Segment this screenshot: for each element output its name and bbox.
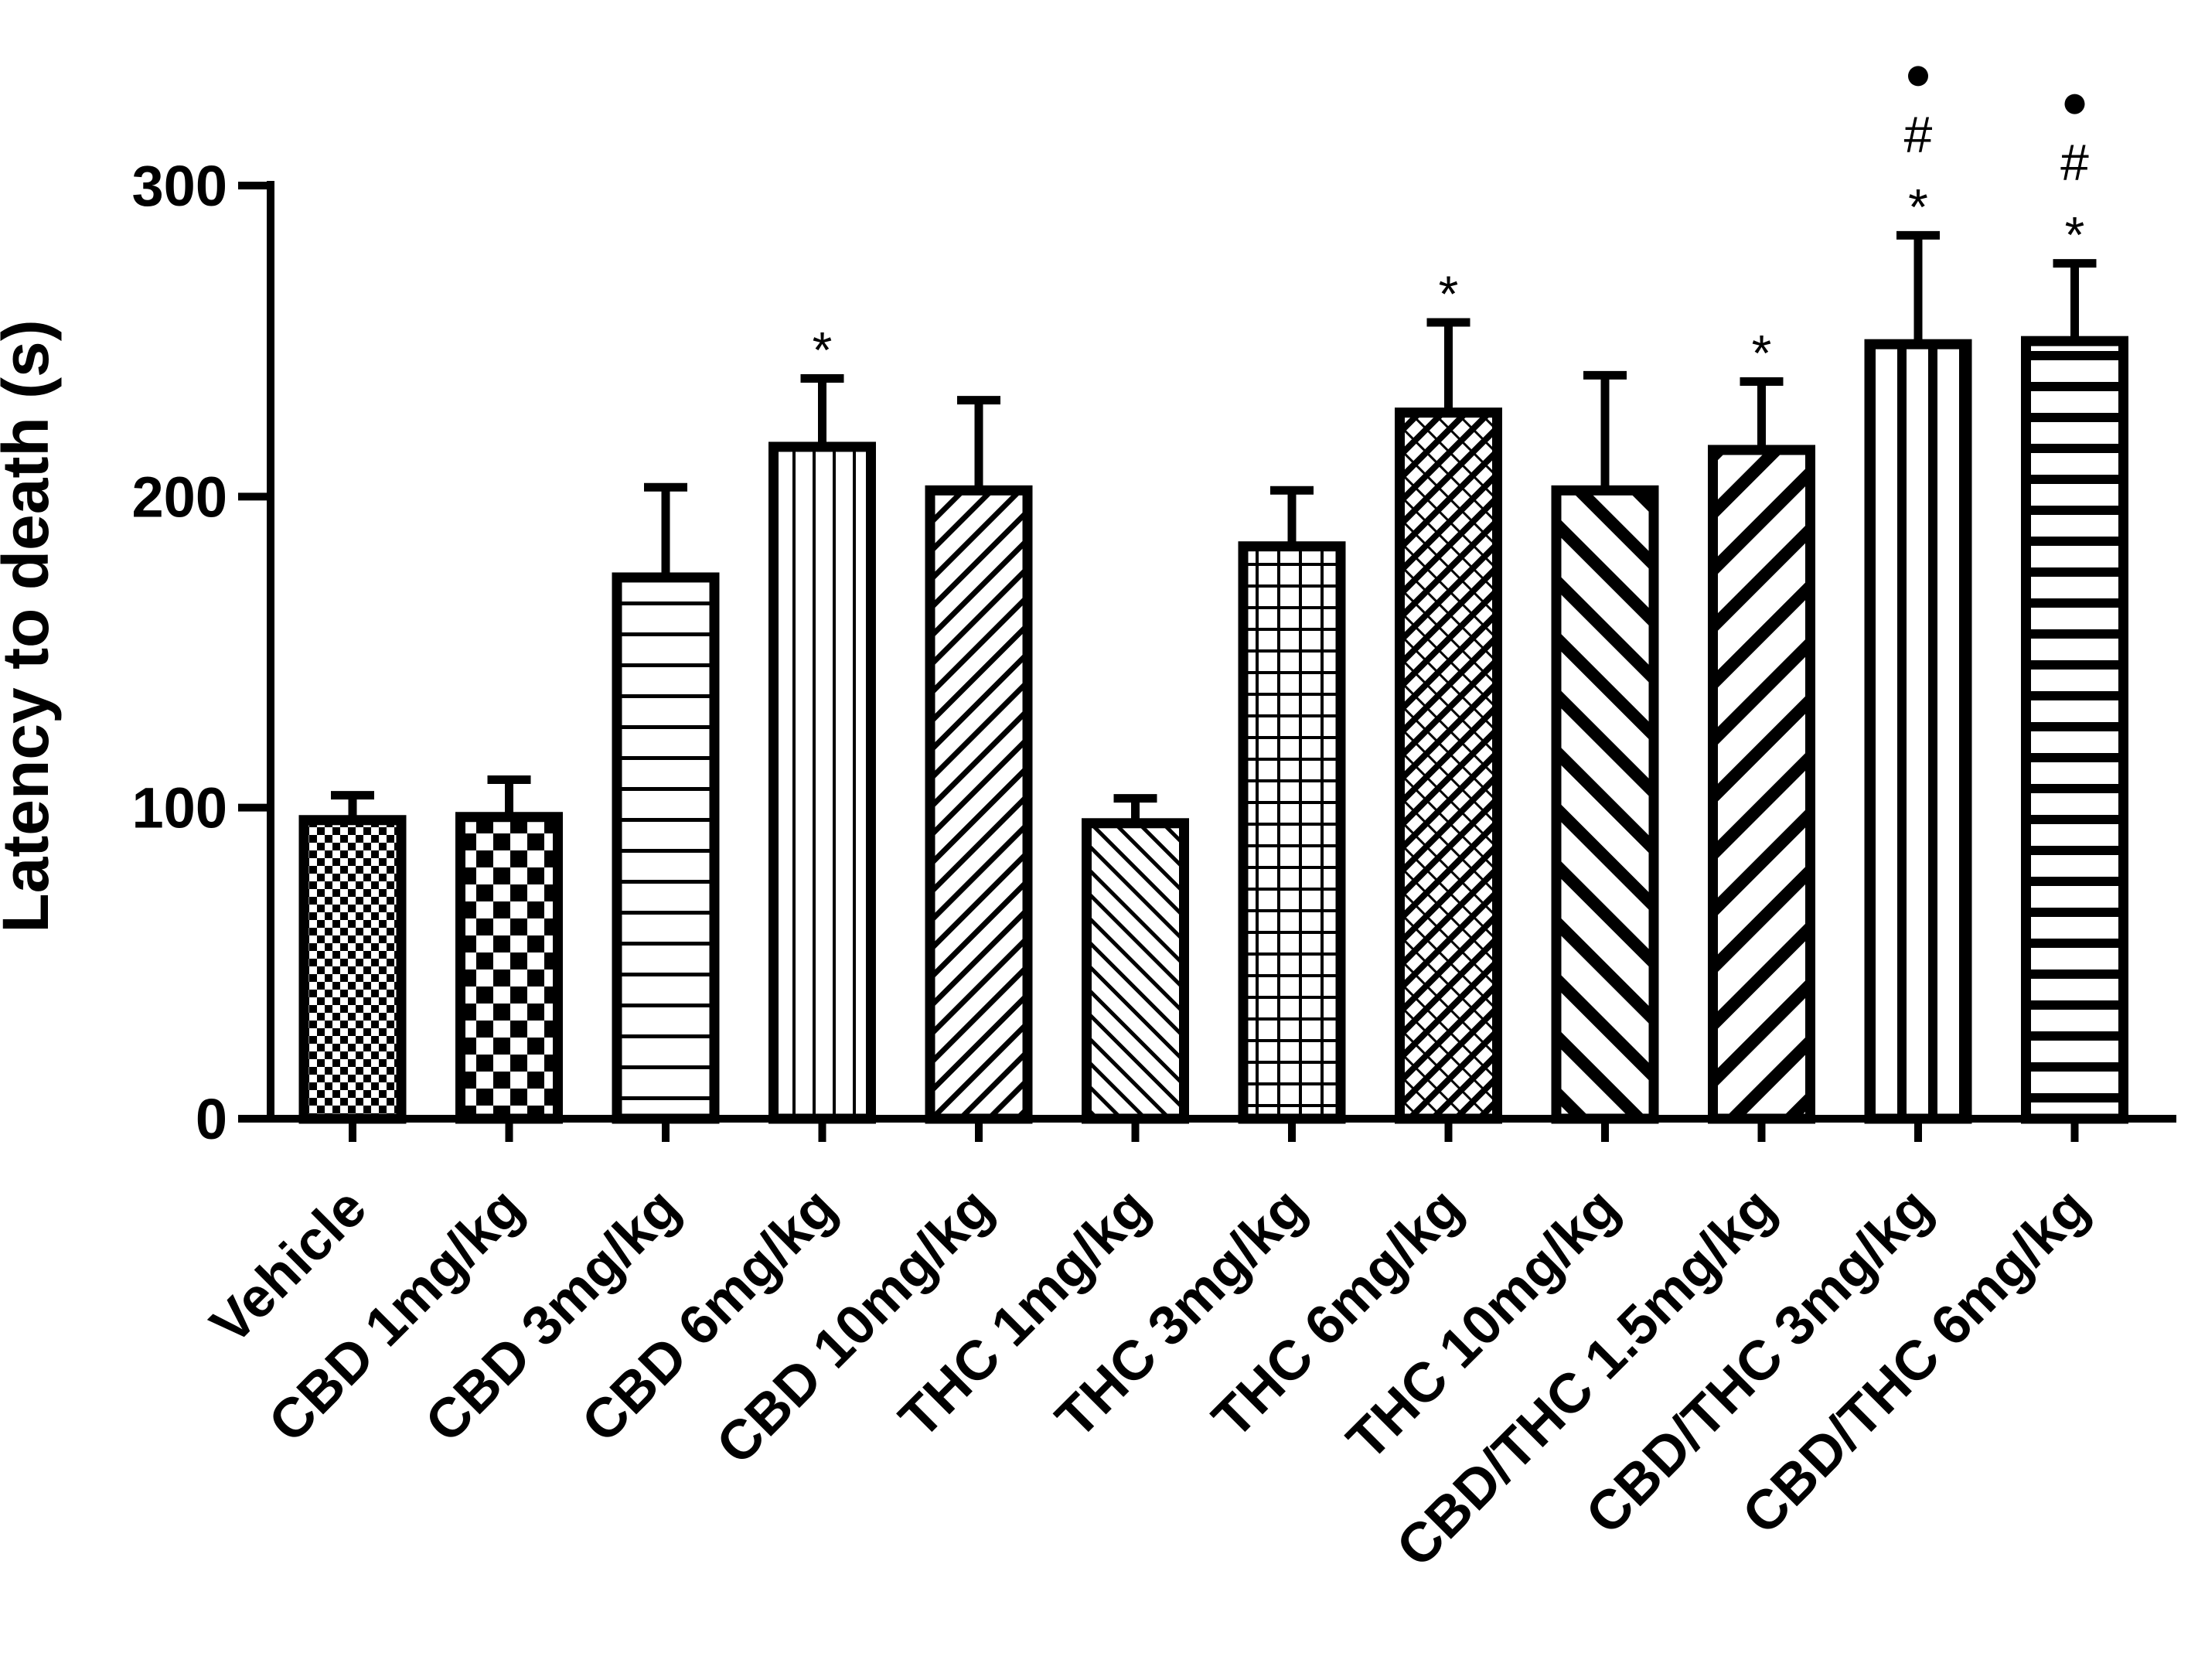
marker-asterisk-cbd-thc-3mg-kg: * xyxy=(1908,178,1928,235)
marker-asterisk-cbd-thc-6mg-kg: * xyxy=(2065,206,2085,264)
bar-cbd-1mg-kg xyxy=(455,812,563,1124)
bar-cbd-thc-3mg-kg xyxy=(1864,339,1972,1124)
marker-asterisk-cbd-thc-1-5mg-kg: * xyxy=(1752,324,1772,381)
marker-dot-cbd-thc-3mg-kg xyxy=(1908,66,1928,87)
marker-hash-cbd-thc-6mg-kg: # xyxy=(2060,134,2089,191)
bars-layer xyxy=(298,336,2128,1124)
marker-asterisk-cbd-6mg-kg: * xyxy=(813,321,833,378)
error-bars-layer xyxy=(331,230,2097,823)
bar-cbd-6mg-kg xyxy=(768,441,876,1124)
y-tick-label-0: 0 xyxy=(196,1087,227,1151)
marker-asterisk-thc-6mg-kg: * xyxy=(1439,265,1459,322)
bar-thc-1mg-kg xyxy=(1082,818,1189,1124)
marker-hash-cbd-thc-3mg-kg: # xyxy=(1904,105,1933,162)
bar-vehicle xyxy=(298,815,407,1124)
x-tick-label-cbd-10mg-kg: CBD 10mg/kg xyxy=(705,1177,1005,1477)
bar-cbd-thc-6mg-kg xyxy=(2021,336,2128,1124)
y-tick-label-200: 200 xyxy=(132,465,227,529)
marker-dot-cbd-thc-6mg-kg xyxy=(2064,94,2085,114)
bar-thc-10mg-kg xyxy=(1551,485,1659,1124)
bar-cbd-10mg-kg xyxy=(925,485,1033,1124)
bar-cbd-3mg-kg xyxy=(612,572,720,1124)
y-axis-title: Latency to death (s) xyxy=(0,319,62,932)
x-tick-label-thc-10mg-kg: THC 10mg/kg xyxy=(1335,1177,1631,1472)
axes-layer: 0 100 200 300 xyxy=(132,154,2176,1151)
bar-cbd-thc-1-5mg-kg xyxy=(1708,445,1815,1124)
bar-thc-6mg-kg xyxy=(1395,407,1502,1124)
significance-markers-layer: * * * * # * # xyxy=(813,66,2089,381)
y-tick-label-300: 300 xyxy=(132,154,227,218)
bar-thc-3mg-kg xyxy=(1238,541,1346,1124)
y-tick-label-100: 100 xyxy=(132,776,227,840)
